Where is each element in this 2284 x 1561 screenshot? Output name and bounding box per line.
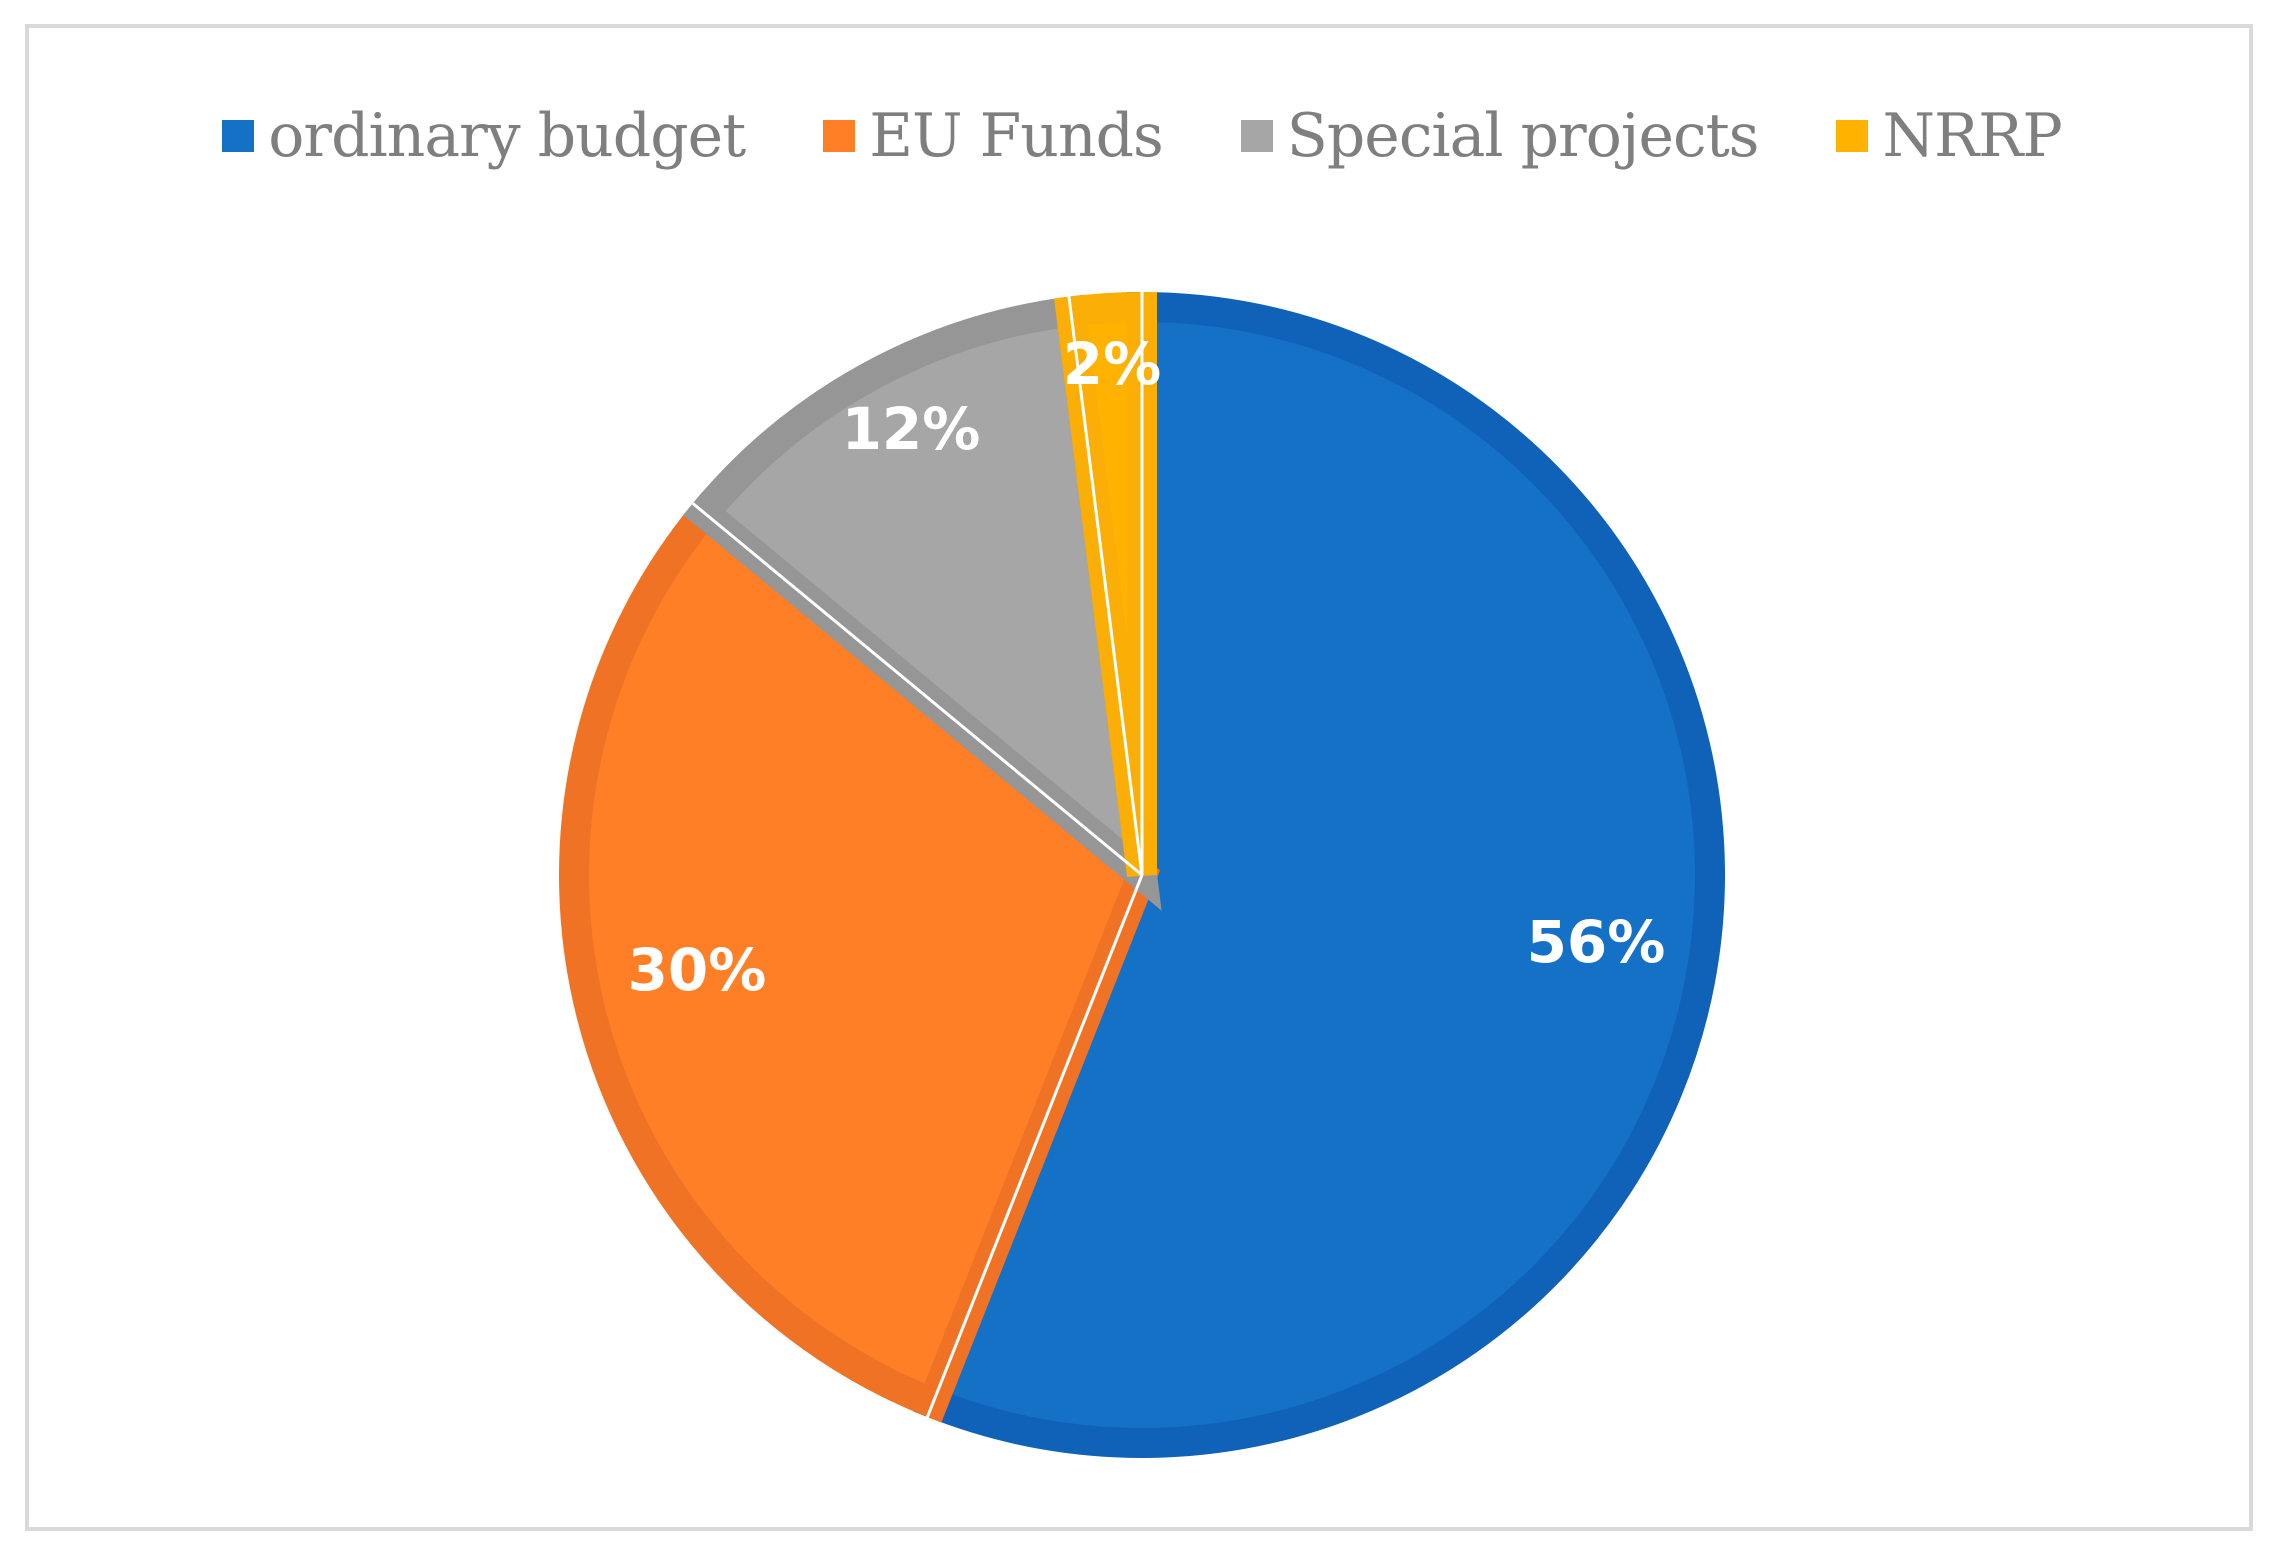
legend-label-eu-funds: EU Funds bbox=[869, 101, 1164, 171]
legend-item-ordinary-budget: ordinary budget bbox=[222, 101, 746, 171]
legend-swatch-eu-funds bbox=[823, 120, 856, 152]
legend-swatch-nrrp bbox=[1836, 120, 1869, 152]
slice-separator bbox=[691, 502, 1143, 877]
data-label-ordinary-budget: 56% bbox=[1527, 908, 1666, 976]
legend-label-nrrp: NRRP bbox=[1882, 101, 2062, 171]
legend-label-ordinary-budget: ordinary budget bbox=[268, 101, 746, 171]
legend-item-special-projects: Special projects bbox=[1240, 101, 1760, 171]
data-label-nrrp: 2% bbox=[1063, 330, 1161, 398]
legend-item-eu-funds: EU Funds bbox=[823, 101, 1164, 171]
pie-slice-ordinary-budget bbox=[913, 291, 1726, 1458]
legend-swatch-special-projects bbox=[1240, 120, 1273, 152]
pie-slice-eu-funds bbox=[559, 491, 1160, 1423]
legend-label-special-projects: Special projects bbox=[1286, 101, 1760, 171]
data-label-eu-funds: 30% bbox=[628, 936, 767, 1004]
legend-item-nrrp: NRRP bbox=[1836, 101, 2063, 171]
data-label-special-projects: 12% bbox=[842, 395, 981, 463]
pie-slice-special-projects bbox=[683, 294, 1162, 911]
legend: ordinary budget EU Funds Special project… bbox=[0, 96, 2284, 176]
slice-separator bbox=[925, 874, 1144, 1418]
slice-separator bbox=[1067, 296, 1144, 876]
legend-swatch-ordinary-budget bbox=[222, 120, 255, 152]
